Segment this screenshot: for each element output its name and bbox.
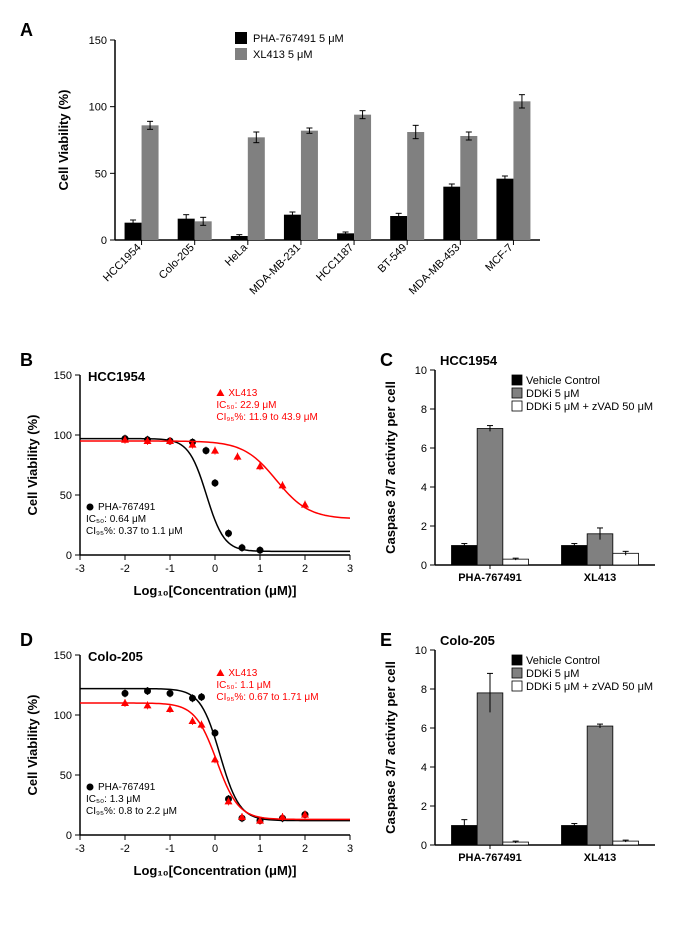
svg-text:2: 2: [302, 843, 308, 855]
svg-text:0: 0: [212, 563, 218, 575]
svg-text:MCF-7: MCF-7: [483, 242, 515, 274]
svg-text:HCC1954: HCC1954: [88, 369, 146, 384]
svg-text:PHA-767491: PHA-767491: [98, 502, 156, 513]
svg-text:100: 100: [54, 710, 72, 722]
svg-text:DDKi 5 μM + zVAD 50 μM: DDKi 5 μM + zVAD 50 μM: [526, 401, 653, 413]
svg-text:MDA-MB-231: MDA-MB-231: [247, 242, 303, 298]
svg-text:Log₁₀[Concentration (μM)]: Log₁₀[Concentration (μM)]: [134, 863, 297, 878]
svg-text:4: 4: [421, 482, 427, 494]
svg-text:100: 100: [54, 430, 72, 442]
svg-text:Cell Viability (%): Cell Viability (%): [56, 90, 71, 191]
svg-text:IC₅₀: 0.64 μM: IC₅₀: 0.64 μM: [86, 514, 146, 525]
svg-text:Cell Viability (%): Cell Viability (%): [25, 415, 40, 516]
svg-text:0: 0: [66, 550, 72, 562]
svg-text:0: 0: [66, 830, 72, 842]
svg-text:PHA-767491: PHA-767491: [458, 572, 522, 584]
svg-text:CI₉₅%: 11.9 to 43.9 μM: CI₉₅%: 11.9 to 43.9 μM: [216, 412, 317, 423]
svg-text:3: 3: [347, 843, 353, 855]
svg-text:100: 100: [89, 102, 107, 114]
svg-text:1: 1: [257, 563, 263, 575]
svg-text:Caspase 3/7 activity per cell: Caspase 3/7 activity per cell: [383, 381, 398, 554]
svg-text:Colo-205: Colo-205: [440, 633, 495, 648]
svg-text:10: 10: [415, 645, 427, 657]
svg-text:4: 4: [421, 762, 427, 774]
svg-text:PHA-767491 5 μM: PHA-767491 5 μM: [253, 33, 344, 45]
panel-b: B -3 -2 -1 0 1 2 3 0 50 100 150 Cell Viability (%) L…: [20, 350, 360, 600]
panel-a: A 0 50 100 150 Cell Viability (%) PHA-767491 …: [20, 20, 670, 320]
panel-e-chart: 0 2 4 6 8 10 Caspase 3/7 activity per cell Colo…: [380, 630, 660, 880]
svg-text:Caspase 3/7 activity per cell: Caspase 3/7 activity per cell: [383, 661, 398, 834]
svg-text:2: 2: [302, 563, 308, 575]
row-bc: B -3-2-10123050100150Cell Viability (%)L…: [20, 350, 670, 630]
svg-text:Colo-205: Colo-205: [88, 649, 143, 664]
svg-text:0: 0: [421, 560, 427, 572]
svg-text:50: 50: [60, 770, 72, 782]
row-de: D -3-2-10123050100150Cell Viability (%)L…: [20, 630, 670, 910]
panel-a-label: A: [20, 20, 33, 41]
figure-container: A 050100150Cell Viability (%)PHA-767491 …: [20, 20, 670, 910]
svg-text:BT-549: BT-549: [376, 242, 410, 276]
svg-text:3: 3: [347, 563, 353, 575]
svg-text:CI₉₅%: 0.37 to 1.1 μM: CI₉₅%: 0.37 to 1.1 μM: [86, 526, 183, 537]
svg-text:DDKi 5 μM + zVAD 50 μM: DDKi 5 μM + zVAD 50 μM: [526, 681, 653, 693]
svg-text:10: 10: [415, 365, 427, 377]
svg-text:150: 150: [54, 370, 72, 382]
svg-text:MDA-MB-453: MDA-MB-453: [407, 242, 463, 298]
svg-text:IC₅₀: 22.9 μM: IC₅₀: 22.9 μM: [216, 400, 276, 411]
svg-text:XL413: XL413: [584, 572, 616, 584]
svg-text:Cell Viability (%): Cell Viability (%): [25, 695, 40, 796]
svg-text:PHA-767491: PHA-767491: [98, 782, 156, 793]
svg-text:0: 0: [212, 843, 218, 855]
svg-text:8: 8: [421, 684, 427, 696]
svg-text:DDKi 5 μM: DDKi 5 μM: [526, 668, 579, 680]
svg-text:IC₅₀: 1.3 μM: IC₅₀: 1.3 μM: [86, 794, 141, 805]
svg-text:Log₁₀[Concentration (μM)]: Log₁₀[Concentration (μM)]: [134, 583, 297, 598]
svg-text:DDKi 5 μM: DDKi 5 μM: [526, 388, 579, 400]
svg-text:0: 0: [421, 840, 427, 852]
svg-text:-3: -3: [75, 843, 85, 855]
svg-text:6: 6: [421, 723, 427, 735]
svg-text:XL413 5 μM: XL413 5 μM: [253, 49, 313, 61]
svg-text:-1: -1: [165, 843, 175, 855]
svg-text:1: 1: [257, 843, 263, 855]
panel-e-label: E: [380, 630, 392, 651]
panel-c-label: C: [380, 350, 393, 371]
panel-a-chart: 0 50 100 150 Cell Viability (%) PHA-767491 5 …: [50, 20, 550, 320]
svg-text:HCC1187: HCC1187: [314, 242, 356, 284]
svg-text:CI₉₅%: 0.67 to 1.71 μM: CI₉₅%: 0.67 to 1.71 μM: [216, 692, 318, 703]
svg-text:PHA-767491: PHA-767491: [458, 852, 522, 864]
svg-text:Vehicle Control: Vehicle Control: [526, 375, 600, 387]
svg-text:50: 50: [95, 168, 107, 180]
svg-text:XL413: XL413: [228, 668, 257, 679]
panel-c: C 0 2 4 6 8 10 Caspase 3/7 activity per cell HC…: [380, 350, 660, 600]
svg-text:150: 150: [89, 35, 107, 47]
svg-text:CI₉₅%: 0.8 to 2.2 μM: CI₉₅%: 0.8 to 2.2 μM: [86, 806, 177, 817]
panel-d-chart: -3 -2 -1 0 1 2 3 0 50 100 150 Cell Viability (%) Log…: [20, 630, 360, 880]
svg-text:-2: -2: [120, 843, 130, 855]
svg-text:2: 2: [421, 801, 427, 813]
svg-text:-2: -2: [120, 563, 130, 575]
svg-text:-1: -1: [165, 563, 175, 575]
panel-c-chart: 0 2 4 6 8 10 Caspase 3/7 activity per cell HCC1…: [380, 350, 660, 600]
panel-d-label: D: [20, 630, 33, 651]
svg-text:Colo-205: Colo-205: [157, 242, 197, 282]
svg-text:HCC1954: HCC1954: [440, 353, 498, 368]
svg-text:-3: -3: [75, 563, 85, 575]
svg-text:HeLa: HeLa: [223, 241, 251, 269]
svg-text:Vehicle Control: Vehicle Control: [526, 655, 600, 667]
panel-b-label: B: [20, 350, 33, 371]
svg-text:6: 6: [421, 443, 427, 455]
panel-b-chart: -3 -2 -1 0 1 2 3 0 50 100 150 Cell Viability (%) Log…: [20, 350, 360, 600]
svg-text:HCC1954: HCC1954: [101, 242, 144, 285]
svg-text:150: 150: [54, 650, 72, 662]
panel-e: E 0 2 4 6 8 10 Caspase 3/7 activity per cell Co…: [380, 630, 660, 880]
svg-text:XL413: XL413: [228, 388, 257, 399]
svg-text:IC₅₀: 1.1 μM: IC₅₀: 1.1 μM: [216, 680, 271, 691]
svg-text:8: 8: [421, 404, 427, 416]
svg-text:0: 0: [101, 235, 107, 247]
svg-text:50: 50: [60, 490, 72, 502]
svg-text:2: 2: [421, 521, 427, 533]
panel-d: D -3 -2 -1 0 1 2 3 0 50 100 150 Cell Viability (%) L…: [20, 630, 360, 880]
svg-text:XL413: XL413: [584, 852, 616, 864]
